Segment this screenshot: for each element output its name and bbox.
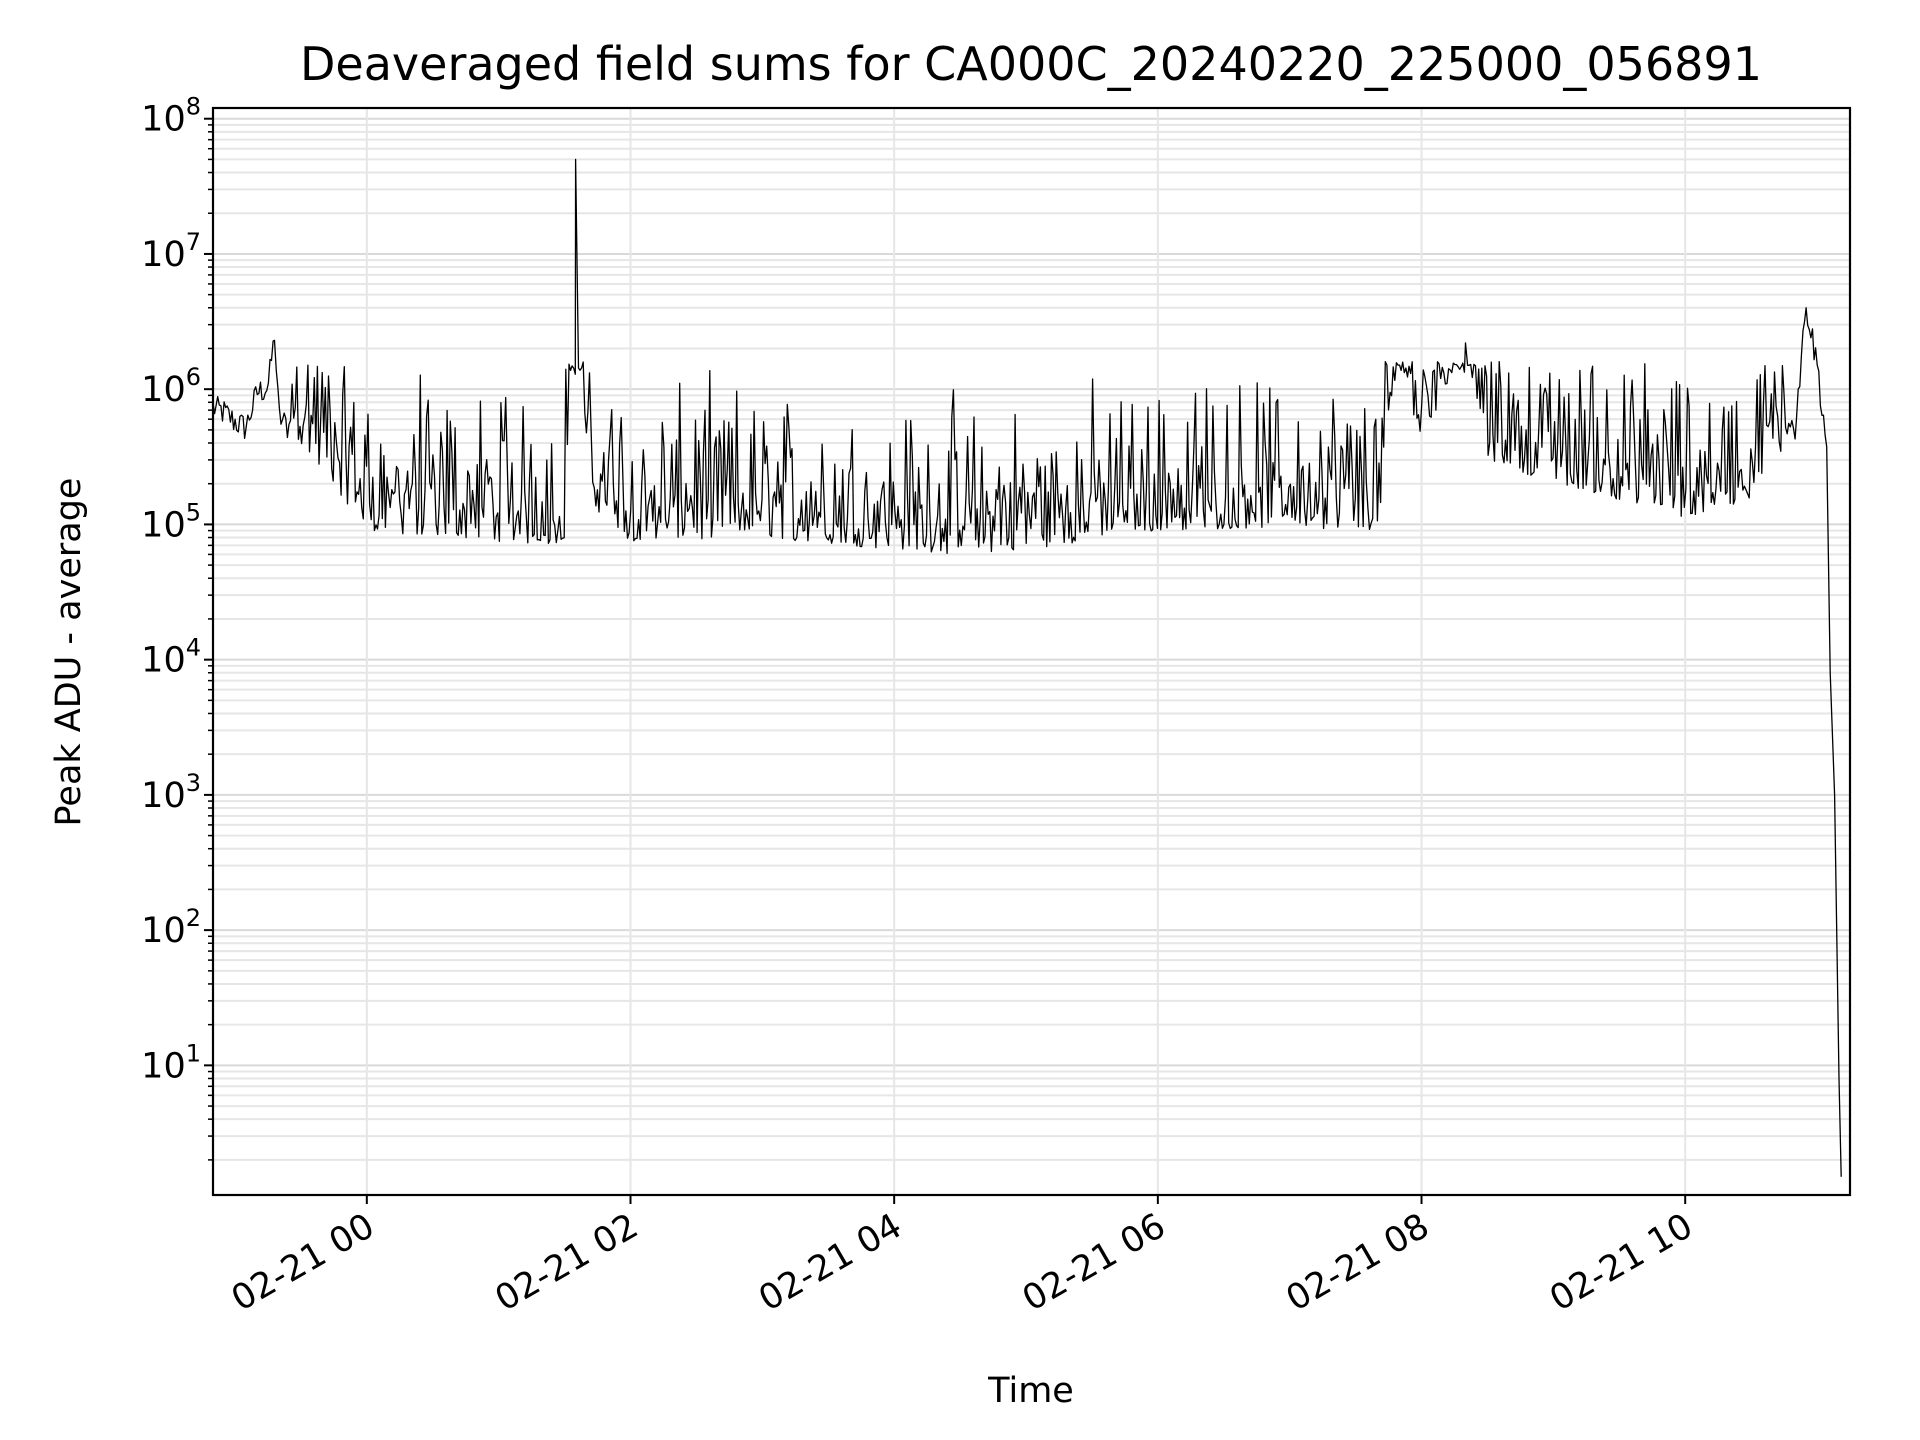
y-tick-label: 105 [141,498,201,545]
series-line [212,158,1842,1177]
grid [213,108,1850,1195]
y-tick-label: 102 [141,904,201,951]
y-tick-labels: 101 102 103 104 105 106 107 108 [141,93,201,1087]
axis-ticks [204,117,1687,1204]
plot-frame [211,106,1852,1197]
y-tick-label: 108 [141,93,201,140]
y-tick-label: 107 [141,228,201,275]
y-tick-label: 103 [141,769,201,816]
y-tick-label: 106 [141,363,201,410]
y-axis-label: Peak ADU - average [49,478,89,827]
y-tick-label: 101 [141,1039,201,1086]
y-tick-label: 104 [141,634,201,681]
x-axis-label: Time [987,1371,1074,1411]
chart-title: Deaveraged field sums for CA000C_2024022… [300,37,1762,91]
